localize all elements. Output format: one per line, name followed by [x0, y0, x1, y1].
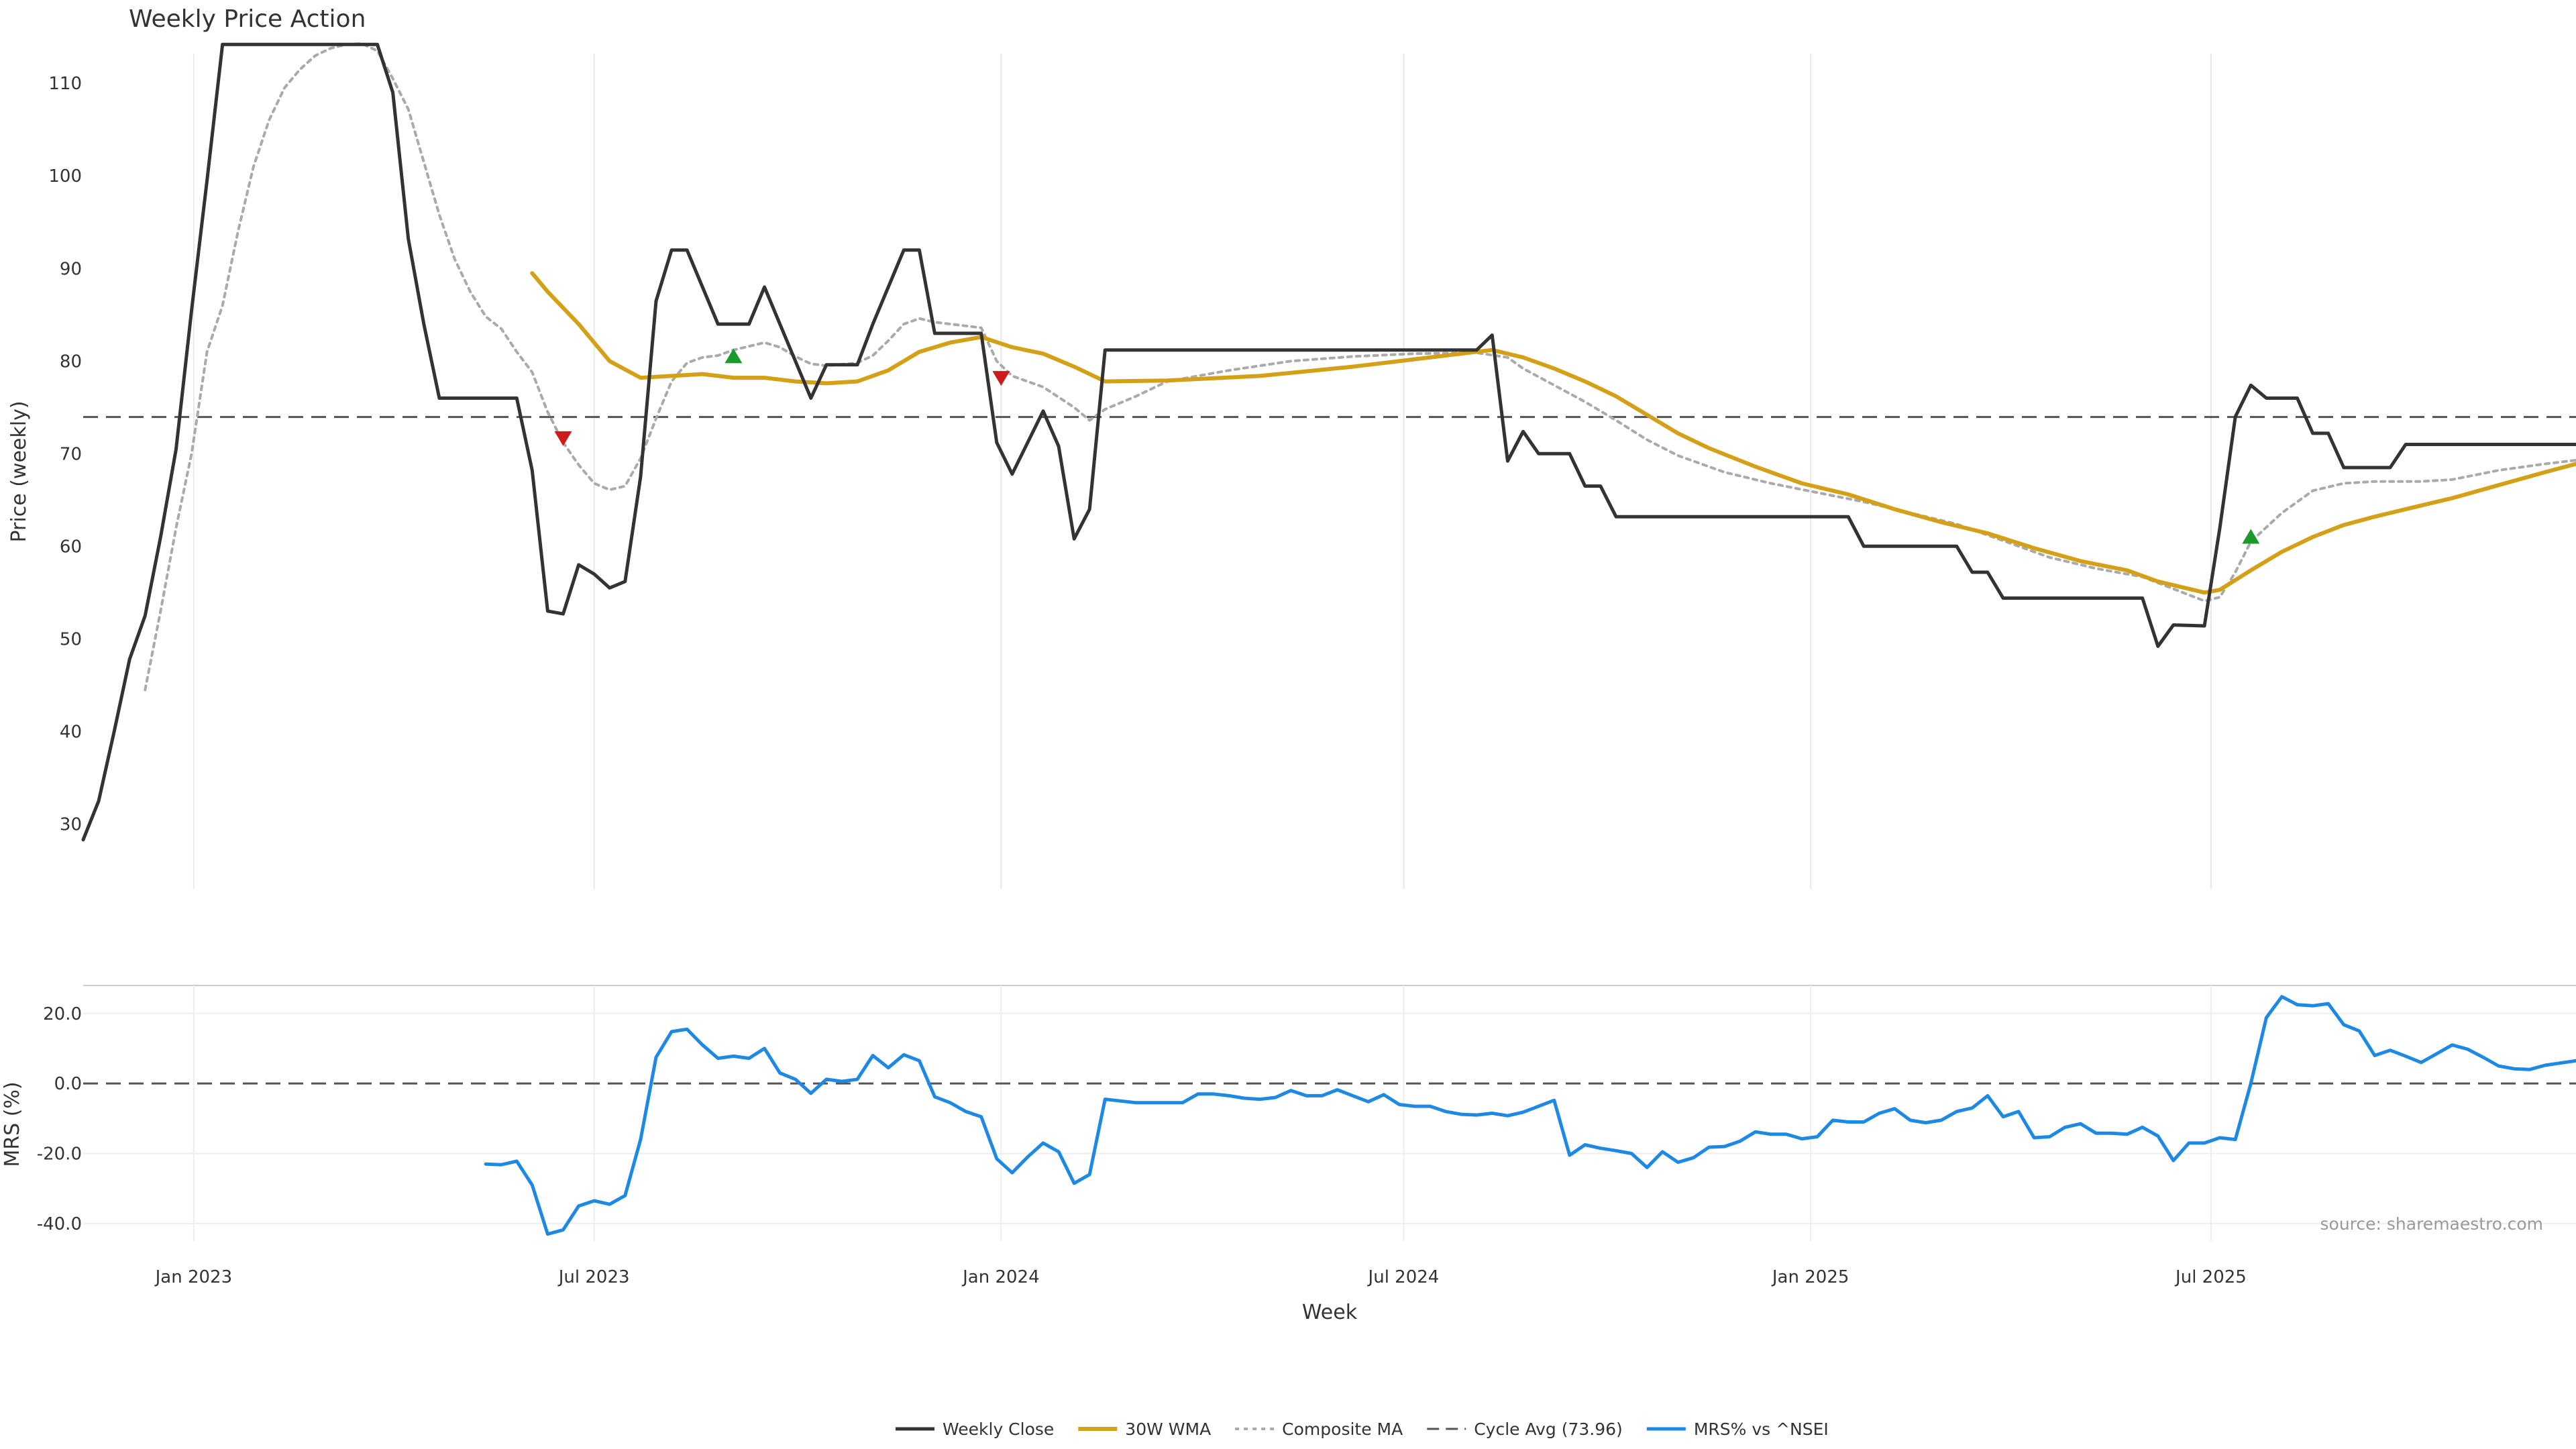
- legend-label: 30W WMA: [1125, 1419, 1211, 1439]
- buy-signal-marker: [2242, 529, 2260, 544]
- legend-label: Weekly Close: [943, 1419, 1054, 1439]
- legend-label: Cycle Avg (73.96): [1474, 1419, 1623, 1439]
- x-tick-label: Jul 2023: [557, 1267, 630, 1287]
- price-series-lines: [81, 42, 2576, 842]
- mrs-line: [484, 995, 2576, 1236]
- legend-label: MRS% vs ^NSEI: [1694, 1419, 1829, 1439]
- price-y-tick: 70: [60, 444, 82, 464]
- price-y-tick: 60: [60, 537, 82, 557]
- 30w-wma-line: [530, 271, 2576, 595]
- mrs-panel: 20.0 0.0 -20.0 -40.0 MRS (%) source: sharem…: [1, 985, 2576, 1241]
- composite-ma-line: [144, 42, 2576, 692]
- mrs-y-tick: -40.0: [37, 1214, 82, 1234]
- chart-title: Weekly Price Action: [129, 5, 366, 33]
- price-y-tick: 40: [60, 722, 82, 742]
- legend-label: Composite MA: [1282, 1419, 1403, 1439]
- buy-signal-marker: [724, 348, 743, 364]
- x-tick-label: Jul 2024: [1367, 1267, 1440, 1287]
- mrs-gridlines: [83, 985, 2576, 1241]
- source-note: source: sharemaestro.com: [2320, 1214, 2544, 1234]
- price-gridlines: [193, 54, 2212, 889]
- price-y-tick: 110: [48, 74, 82, 94]
- price-y-tick: 100: [48, 166, 82, 186]
- price-y-tick: 50: [60, 629, 82, 649]
- mrs-y-tick: 0.0: [54, 1074, 82, 1094]
- x-tick-label: Jan 2024: [961, 1267, 1040, 1287]
- price-y-tick: 30: [60, 814, 82, 835]
- price-panel: 30 40 50 60 70 80 90 100 110 Price (weekly): [7, 42, 2576, 889]
- sell-signal-marker: [992, 371, 1010, 386]
- price-y-tick: 80: [60, 352, 82, 372]
- legend: Weekly Close 30W WMA Composite MA Cycle Avg…: [896, 1419, 1829, 1439]
- x-tick-label: Jul 2025: [2174, 1267, 2247, 1287]
- mrs-series-line: [484, 995, 2576, 1236]
- x-axis-label: Week: [1302, 1301, 1358, 1324]
- weekly-close-line: [81, 42, 2576, 842]
- mrs-y-tick: -20.0: [37, 1144, 82, 1165]
- mrs-y-tick: 20.0: [43, 1004, 82, 1024]
- signal-markers: [554, 348, 2260, 544]
- x-tick-labels: Jan 2023 Jul 2023 Jan 2024 Jul 2024 Jan 2025…: [154, 1267, 2247, 1287]
- x-tick-label: Jan 2023: [154, 1267, 233, 1287]
- sell-signal-marker: [554, 431, 572, 446]
- price-y-tick-labels: 30 40 50 60 70 80 90 100 110: [48, 74, 82, 835]
- price-y-tick: 90: [60, 259, 82, 279]
- x-tick-label: Jan 2025: [1771, 1267, 1849, 1287]
- mrs-y-axis-label: MRS (%): [1, 1081, 24, 1167]
- mrs-y-tick-labels: 20.0 0.0 -20.0 -40.0: [37, 1004, 82, 1234]
- price-y-axis-label: Price (weekly): [7, 400, 31, 542]
